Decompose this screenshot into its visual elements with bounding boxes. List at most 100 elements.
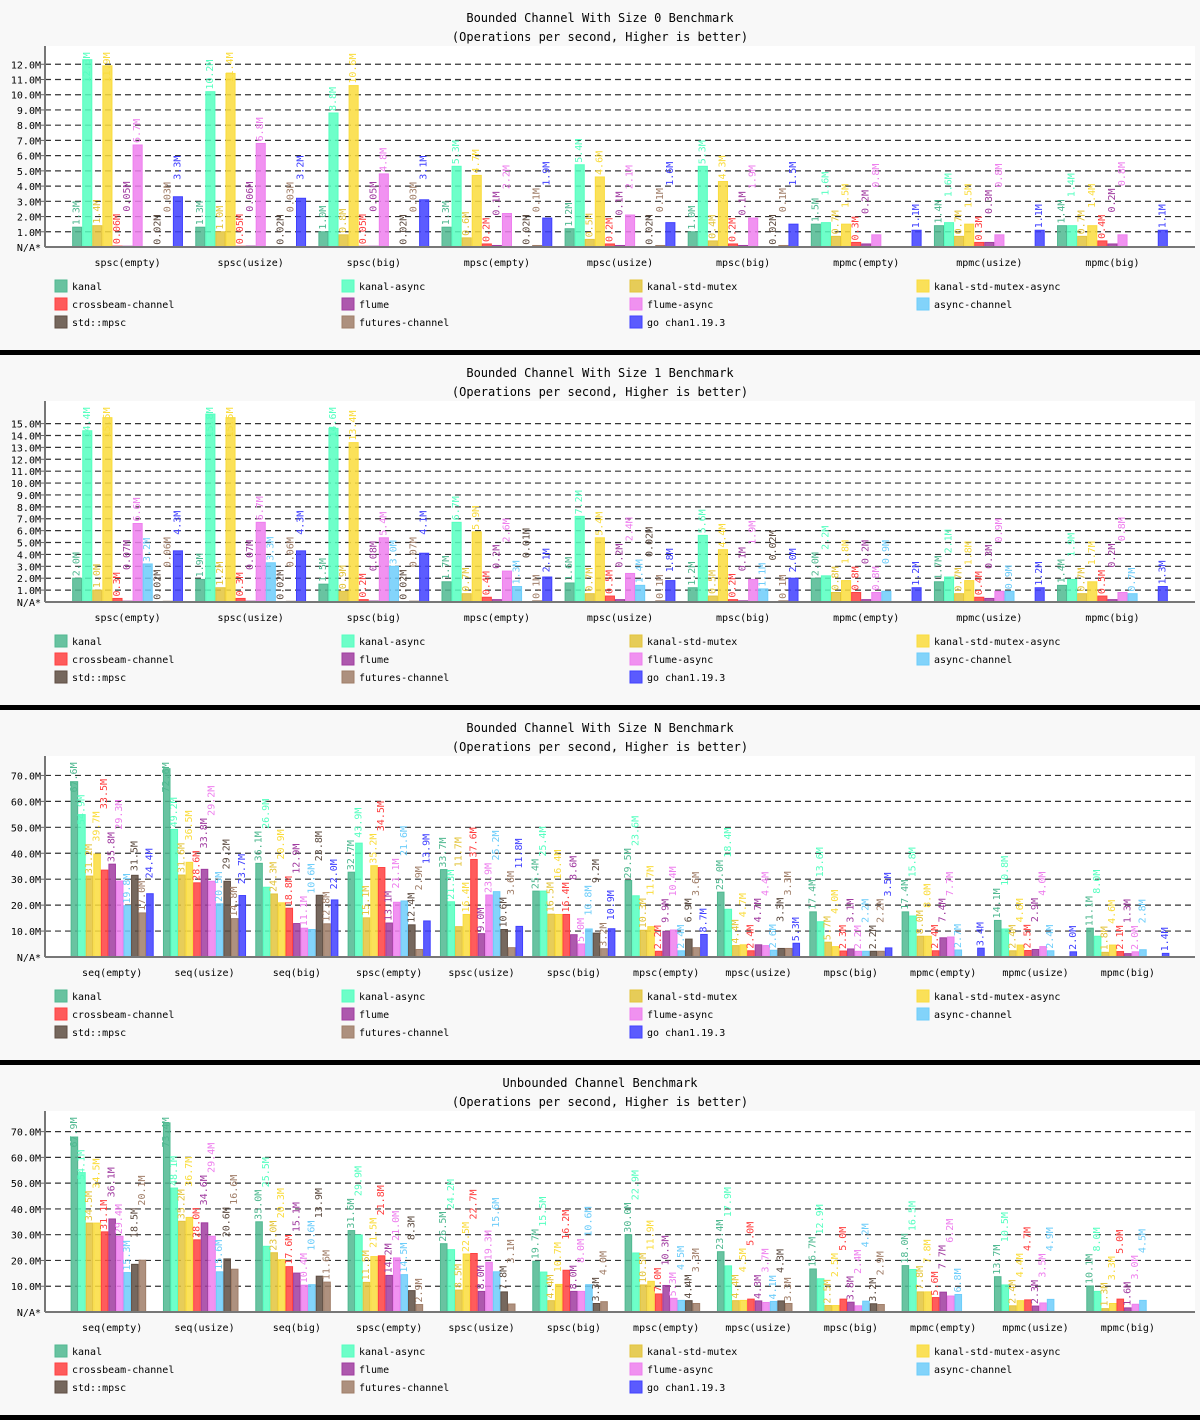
bar-flume-async: [300, 1284, 309, 1313]
bar-kanal-std-mutex: [639, 929, 648, 958]
y-tick-label: 11.0M: [11, 76, 41, 87]
y-tick-label: 7.0M: [17, 136, 41, 147]
data-label: 14.6M: [328, 407, 339, 437]
bar-async-channel: [308, 1284, 316, 1313]
data-label: 39.7M: [92, 811, 103, 841]
data-label: 0.3M: [235, 572, 246, 596]
data-label: 2.9M: [1030, 898, 1041, 922]
bar-kanal-std-mutex: [639, 1284, 648, 1313]
data-label: 72.6M: [161, 762, 172, 792]
data-label: 67.6M: [69, 762, 80, 792]
data-label: 2.3M: [1030, 1280, 1041, 1304]
bar-kanal-std-mutex: [584, 593, 595, 603]
data-label: 73.4M: [161, 1117, 172, 1147]
data-label: 2.9M: [414, 1278, 425, 1302]
data-label: 29.2M: [222, 839, 233, 869]
legend-item: async-channel: [916, 1362, 1012, 1376]
legend-swatch: [629, 1025, 643, 1039]
data-label: 1.2M: [687, 562, 698, 586]
y-tick-label: 8.0M: [17, 121, 41, 132]
legend-swatch: [341, 297, 355, 311]
bar-async-channel: [215, 903, 224, 958]
data-label: 1.9M: [1067, 533, 1078, 557]
bar-kanal: [716, 891, 725, 958]
legend-item: go chan1.19.3: [629, 315, 725, 329]
chart-subtitle: (Operations per second, Higher is better…: [452, 385, 748, 399]
bar-kanal-std-mutex-async: [93, 1222, 101, 1313]
data-label: 2.1M: [542, 548, 553, 572]
bar-kanal-std-mutex-async: [471, 531, 482, 603]
legend-swatch: [341, 1025, 355, 1039]
bar-crossbeam-channel: [285, 1266, 294, 1313]
data-label: 4.6M: [1107, 900, 1118, 924]
data-label: 5.0M: [576, 918, 587, 942]
data-label: 5.4M: [574, 139, 585, 163]
data-label: 17.6M: [284, 1235, 295, 1265]
x-tick-label: mpsc(big): [824, 968, 878, 979]
data-label: 23.9M: [484, 863, 495, 893]
data-label: 10.2M: [205, 60, 216, 90]
bar-chart: Bounded Channel With Size 1 Benchmark (Op…: [11, 366, 1195, 684]
data-label: 13.6M: [815, 847, 826, 877]
data-label: 3.2M: [868, 1278, 879, 1302]
data-label: 7.7M: [945, 872, 956, 896]
bar-kanal-std-mutex: [1077, 593, 1088, 603]
data-label: 0.02M: [152, 570, 163, 600]
legend-label: flume-async: [647, 300, 713, 311]
data-label: 17.4M: [900, 880, 911, 910]
bar-kanal: [441, 226, 452, 248]
data-label: 0.2M: [481, 218, 492, 242]
legend-swatch: [629, 670, 643, 684]
bar-go-chan1-19-3: [1034, 587, 1045, 603]
bar-futures-channel: [692, 1302, 701, 1313]
bar-kanal-std-mutex: [824, 941, 832, 958]
data-label: 11.1M: [1085, 896, 1096, 926]
bar-kanal: [162, 768, 171, 958]
bar-kanal-std-mutex: [461, 237, 472, 248]
data-label: 2.2M: [820, 526, 831, 550]
y-tick-label: 40.0M: [11, 1205, 41, 1216]
data-label: 12.4M: [406, 893, 417, 923]
data-label: 1.9M: [748, 521, 759, 545]
data-label: 13.1M: [384, 891, 395, 921]
data-label: 0.07M: [122, 540, 133, 570]
data-label: 3.3M: [783, 1277, 794, 1301]
legend-label: async-channel: [934, 1010, 1012, 1021]
bar-crossbeam-channel: [100, 1231, 109, 1313]
legend-item: flume: [341, 652, 389, 666]
data-label: 15.6M: [214, 1240, 225, 1270]
legend-swatch: [629, 279, 643, 293]
data-label: 6.6M: [132, 497, 143, 521]
data-label: 15.1M: [291, 1202, 302, 1232]
data-label: 13.9M: [421, 834, 432, 864]
data-label: 0.02M: [152, 215, 163, 245]
legend-item: kanal: [54, 989, 102, 1003]
data-label: 0.05M: [368, 182, 379, 212]
bar-chart: Bounded Channel With Size 0 Benchmark (Op…: [11, 11, 1195, 329]
y-tick-label: 1.0M: [17, 228, 41, 239]
data-label: 0.3M: [984, 190, 995, 214]
data-label: 1.7M: [933, 556, 944, 580]
legend-item: kanal-std-mutex-async: [916, 1344, 1060, 1358]
data-label: 13.4M: [348, 411, 359, 441]
data-label: 5.3M: [668, 1272, 679, 1296]
x-tick-label: spsc(empty): [356, 1323, 422, 1334]
legend-item: async-channel: [916, 297, 1012, 311]
data-label: 12.8M: [322, 892, 333, 922]
data-label: 0.8M: [831, 566, 842, 590]
data-label: 0.2M: [728, 218, 739, 242]
chart-title: Bounded Channel With Size 0 Benchmark: [466, 11, 734, 25]
data-label: 33.7M: [438, 837, 449, 867]
legend-label: crossbeam-channel: [72, 1010, 174, 1021]
data-label: 0.2M: [491, 545, 502, 569]
data-label: 1.5M: [318, 558, 329, 582]
y-tick-label: 5.0M: [17, 539, 41, 550]
bar-flume-async: [255, 521, 266, 603]
data-label: 2.1M: [944, 529, 955, 553]
data-label: 0.5M: [604, 570, 615, 594]
bar-kanal: [162, 1122, 171, 1313]
bar-kanal-async: [78, 814, 86, 958]
data-label: 2.4M: [625, 517, 636, 541]
bar-flume: [293, 923, 301, 958]
legend-label: go chan1.19.3: [647, 1383, 725, 1394]
